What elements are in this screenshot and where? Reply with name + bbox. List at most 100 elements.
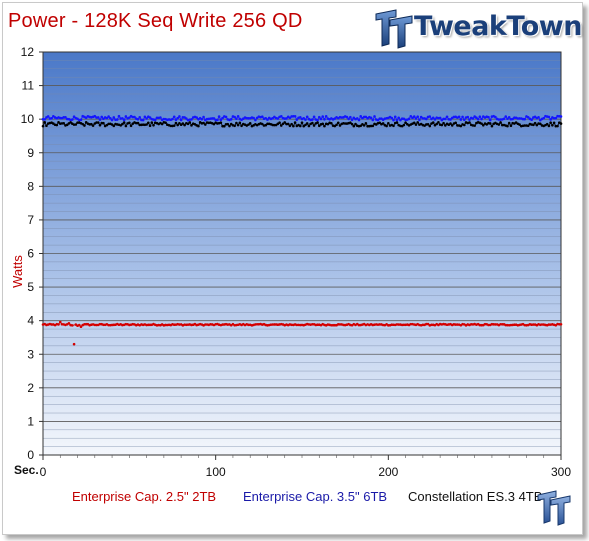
data-point xyxy=(71,324,74,327)
data-point xyxy=(393,115,397,119)
data-point xyxy=(364,121,368,125)
data-point xyxy=(278,121,281,124)
data-point xyxy=(323,124,326,128)
data-point xyxy=(202,115,205,119)
series-layer xyxy=(41,114,563,346)
data-point xyxy=(100,115,104,119)
data-point xyxy=(105,116,109,120)
data-point xyxy=(67,322,71,325)
data-point xyxy=(238,121,242,125)
y-tick-label: 9 xyxy=(27,146,34,160)
data-point xyxy=(235,121,238,125)
data-point xyxy=(121,122,124,126)
data-point xyxy=(279,124,283,127)
data-point xyxy=(121,117,124,120)
y-tick-label: 8 xyxy=(27,179,34,193)
data-point xyxy=(362,124,366,127)
data-point xyxy=(478,115,482,119)
data-point xyxy=(488,118,492,122)
data-point xyxy=(212,122,216,126)
data-point xyxy=(279,114,283,118)
data-point xyxy=(178,122,181,125)
data-point xyxy=(504,115,508,118)
data-point xyxy=(307,124,311,128)
data-point xyxy=(426,123,430,126)
y-tick-label: 3 xyxy=(27,347,34,361)
data-point xyxy=(65,123,69,127)
data-point xyxy=(174,118,178,122)
data-point xyxy=(324,115,328,118)
data-point xyxy=(559,322,563,326)
data-point xyxy=(164,121,167,124)
data-point xyxy=(316,118,319,122)
data-point xyxy=(549,118,552,121)
data-point xyxy=(305,115,309,119)
data-point xyxy=(317,115,321,119)
data-point xyxy=(176,123,179,127)
data-point xyxy=(444,117,447,121)
data-point xyxy=(449,122,452,125)
data-point xyxy=(276,117,280,120)
data-point xyxy=(402,123,406,127)
data-point xyxy=(223,124,226,128)
data-point xyxy=(392,124,395,128)
data-point xyxy=(219,118,223,122)
data-point xyxy=(185,117,188,120)
data-point xyxy=(295,118,299,121)
data-point xyxy=(488,122,492,125)
data-point xyxy=(376,118,380,122)
data-point xyxy=(354,122,357,126)
data-point xyxy=(112,124,116,128)
data-point xyxy=(371,118,375,122)
data-point xyxy=(395,118,399,122)
data-point xyxy=(554,116,558,120)
data-point xyxy=(387,121,390,125)
chart-title-separator: - xyxy=(65,10,85,32)
x-tick-label: 0 xyxy=(40,465,47,479)
data-point xyxy=(91,124,95,127)
x-tick-label: 300 xyxy=(551,465,571,479)
data-point xyxy=(440,123,444,127)
data-point xyxy=(414,123,418,126)
data-point xyxy=(475,116,478,120)
data-point xyxy=(72,342,76,346)
data-point xyxy=(425,117,428,121)
data-point xyxy=(160,122,164,126)
data-point xyxy=(96,116,100,119)
data-point xyxy=(551,123,554,127)
y-axis-title: Watts xyxy=(10,255,25,288)
data-point xyxy=(559,115,563,118)
data-point xyxy=(385,124,388,128)
data-point xyxy=(347,117,350,121)
data-point xyxy=(507,116,511,119)
y-tick-label: 0 xyxy=(27,448,34,462)
data-point xyxy=(300,121,304,124)
data-point xyxy=(148,116,152,119)
y-tick-label: 12 xyxy=(21,45,35,59)
data-point xyxy=(350,122,354,126)
data-point xyxy=(312,115,316,119)
data-point xyxy=(395,121,399,124)
data-point xyxy=(77,323,81,327)
data-point xyxy=(83,124,86,127)
data-point xyxy=(171,117,174,121)
y-tick-label: 10 xyxy=(21,112,35,126)
data-point xyxy=(254,118,257,122)
data-point xyxy=(152,123,155,127)
data-point xyxy=(200,117,204,121)
data-point xyxy=(62,121,66,125)
data-point xyxy=(345,115,349,119)
data-point xyxy=(293,114,297,118)
data-point xyxy=(190,118,193,121)
data-point xyxy=(124,124,128,128)
data-point xyxy=(547,115,551,119)
data-point xyxy=(235,117,238,121)
data-point xyxy=(202,121,205,125)
data-point xyxy=(233,115,236,119)
data-point xyxy=(437,120,440,124)
data-point xyxy=(416,115,419,118)
data-point xyxy=(260,122,264,126)
data-point xyxy=(378,121,382,125)
data-point xyxy=(369,116,373,120)
